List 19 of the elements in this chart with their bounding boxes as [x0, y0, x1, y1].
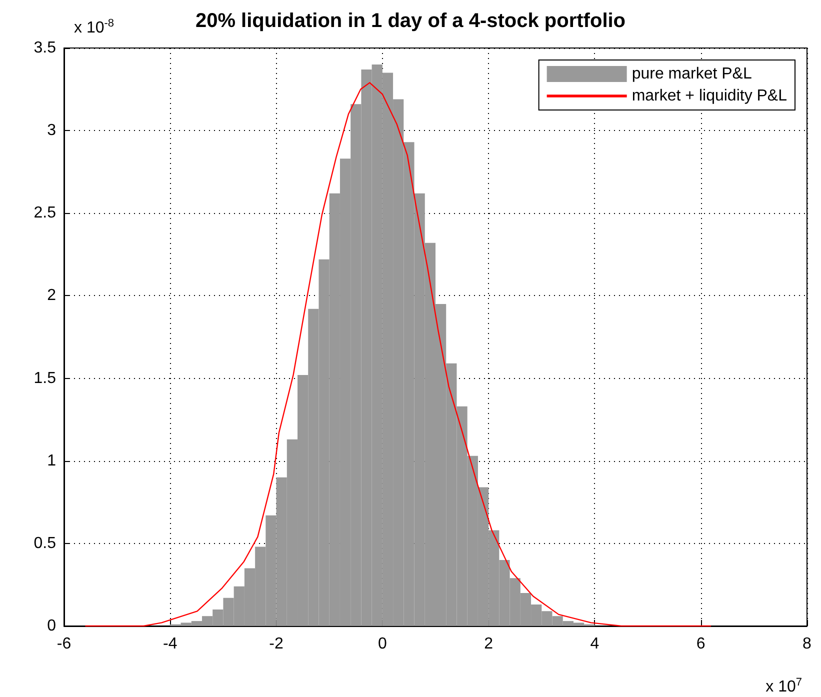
x-tick-label: 2 — [484, 636, 494, 652]
x-tick-label: 4 — [590, 636, 600, 652]
x-tick-label: 0 — [378, 636, 387, 652]
y-tick-label: 3 — [47, 122, 56, 140]
legend-label: pure market P&L — [632, 66, 752, 82]
y-tick-label: 0 — [47, 618, 56, 634]
y-tick-label: 1.5 — [34, 370, 56, 387]
x-tick-label: -4 — [163, 636, 178, 652]
x-tick-label: 8 — [802, 636, 812, 652]
y-tick-label: 2 — [47, 287, 56, 304]
y-tick-label: 1 — [47, 452, 56, 470]
y-tick-label: 3.5 — [34, 40, 56, 56]
legend-label: market + liquidity P&L — [632, 88, 788, 104]
chart-title: 20% liquidation in 1 day of a 4-stock portfolio — [195, 10, 626, 32]
x-tick-label: 6 — [696, 636, 706, 652]
x-tick-label: -2 — [269, 636, 284, 652]
y-tick-label: 2.5 — [34, 204, 56, 222]
x-tick-label: -6 — [56, 636, 72, 652]
y-tick-label: 0.5 — [34, 534, 56, 552]
